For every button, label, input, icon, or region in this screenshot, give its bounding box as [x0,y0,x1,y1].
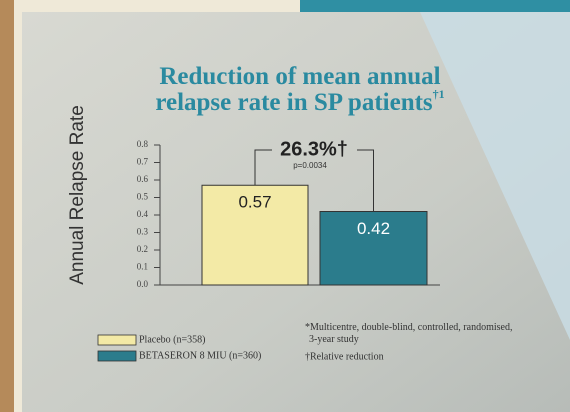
y-tick-label: 0.6 [137,174,149,184]
bracket [254,149,374,212]
value-label: 0.57 [238,193,271,212]
y-tick-label: 0.4 [137,209,149,219]
footnote: †Relative reduction [305,351,384,362]
value-label: 0.42 [357,219,390,238]
y-tick-label: 0.0 [137,279,149,289]
sky [420,12,570,340]
legend-swatch [97,350,137,362]
legend-label: Placebo (n=358) [139,334,205,345]
y-tick-label: 0.2 [137,244,148,254]
bar [319,211,428,286]
legend-label: BETASERON 8 MIU (n=360) [139,350,261,361]
y-tick-label: 0.5 [137,192,149,202]
bar [201,184,309,286]
annotation: 26.3%† [280,138,348,160]
p-value: p=0.0034 [293,161,327,170]
y-axis-label: Annual Relapse Rate [67,105,88,285]
y-tick-label: 0.8 [137,139,149,149]
top-band [300,0,570,12]
legend-swatch [97,334,137,346]
y-tick-label: 0.3 [137,227,149,237]
y-tick-label: 0.1 [137,262,148,272]
footnote: *Multicentre, double-blind, controlled, … [305,322,512,345]
chart-title: Reduction of mean annual relapse rate in … [155,63,444,116]
y-tick-label: 0.7 [137,157,149,167]
title-superscript: †1 [433,87,445,101]
